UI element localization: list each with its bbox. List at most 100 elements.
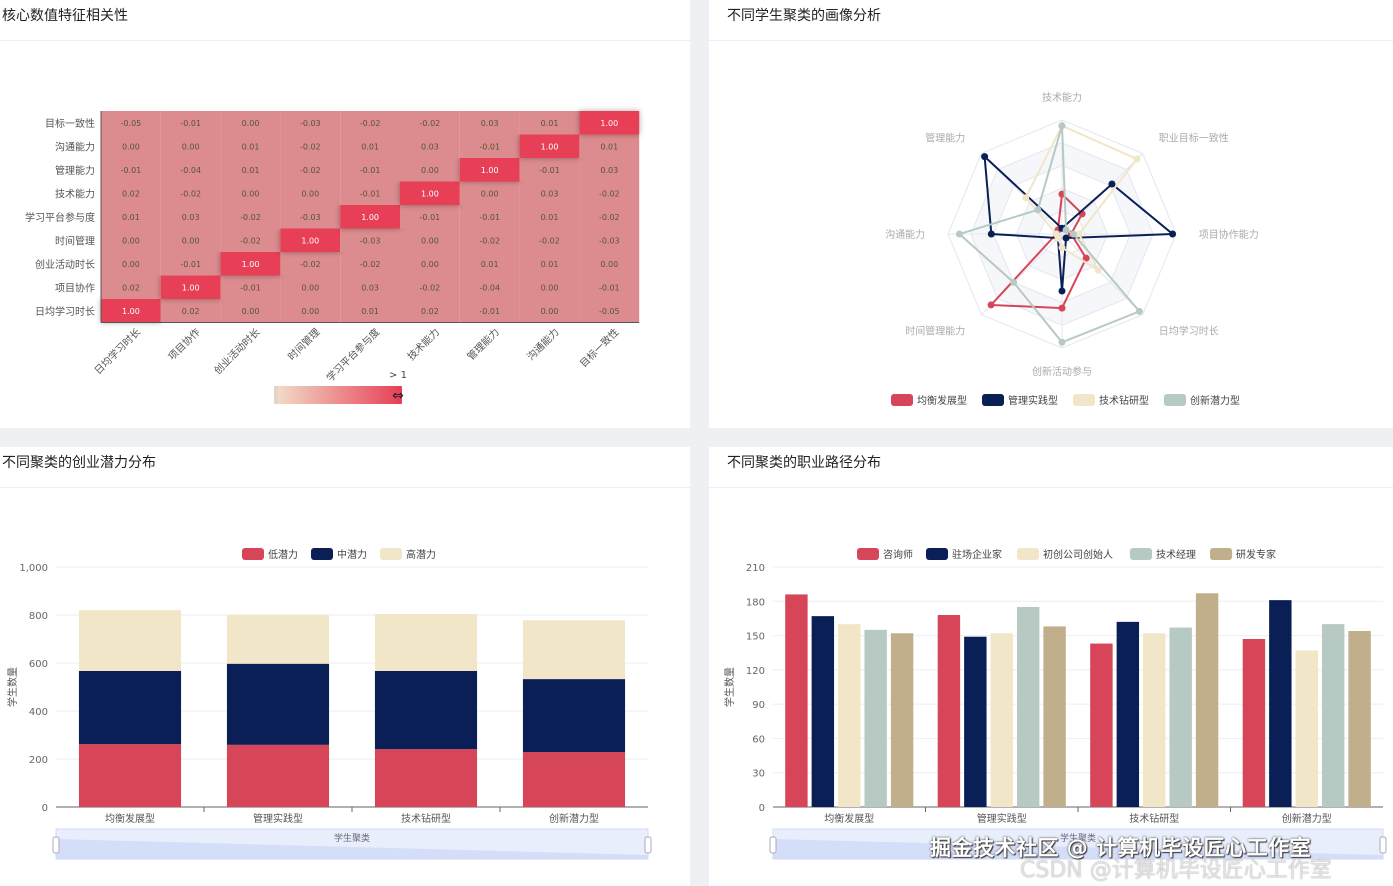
heatmap-cell[interactable]	[160, 181, 221, 206]
heatmap-cell[interactable]	[459, 228, 520, 253]
heatmap-cell[interactable]	[459, 252, 520, 276]
bar-1[interactable]	[1116, 621, 1140, 807]
heatmap-cell[interactable]	[459, 275, 520, 300]
bar-0[interactable]	[785, 594, 808, 807]
heatmap-cell[interactable]	[519, 252, 580, 276]
bar-0[interactable]	[937, 615, 961, 807]
heatmap-cell[interactable]	[101, 111, 161, 135]
legend-swatch[interactable]	[857, 548, 879, 560]
heatmap-cell[interactable]	[340, 181, 400, 206]
bar-1[interactable]	[226, 663, 330, 745]
bar-3[interactable]	[1169, 627, 1192, 807]
bar-0[interactable]	[226, 744, 330, 807]
heatmap-cell[interactable]	[280, 111, 341, 135]
bar-1[interactable]	[522, 679, 626, 753]
bar-4[interactable]	[1043, 626, 1066, 807]
heatmap-cell[interactable]	[101, 252, 161, 276]
heatmap-cell[interactable]	[579, 252, 640, 276]
radar-point[interactable]	[1135, 307, 1143, 315]
heatmap-cell[interactable]	[459, 134, 520, 159]
bar-0[interactable]	[78, 744, 182, 807]
radar-point[interactable]	[1022, 194, 1030, 202]
bar-2[interactable]	[522, 620, 626, 680]
legend-swatch[interactable]	[242, 548, 264, 560]
heatmap-cell[interactable]	[340, 252, 400, 276]
heatmap-cell[interactable]	[400, 205, 460, 229]
radar-point[interactable]	[1075, 230, 1083, 238]
radar-point[interactable]	[955, 230, 963, 238]
heatmap-cell[interactable]	[579, 158, 640, 182]
heatmap-cell[interactable]	[459, 158, 520, 182]
radar-point[interactable]	[1069, 230, 1077, 238]
heatmap-cell[interactable]	[579, 228, 640, 253]
radar-point[interactable]	[1094, 266, 1102, 274]
heatmap-cell[interactable]	[459, 181, 520, 206]
heatmap-cell[interactable]	[101, 158, 161, 182]
heatmap-cell[interactable]	[519, 299, 580, 323]
radar-point[interactable]	[1058, 287, 1066, 295]
heatmap-cell[interactable]	[101, 134, 161, 159]
legend-swatch[interactable]	[380, 548, 402, 560]
radar-point[interactable]	[1058, 338, 1066, 346]
heatmap-cell[interactable]	[280, 205, 341, 229]
heatmap-cell[interactable]	[220, 252, 281, 276]
visual-map-handle-high[interactable]	[398, 386, 402, 404]
radar-point[interactable]	[987, 301, 995, 309]
heatmap-cell[interactable]	[280, 299, 341, 323]
heatmap-cell[interactable]	[519, 158, 580, 182]
bar-1[interactable]	[374, 670, 478, 750]
bar-4[interactable]	[890, 633, 914, 807]
heatmap-cell[interactable]	[101, 228, 161, 253]
radar-point[interactable]	[1082, 254, 1090, 262]
heatmap-cell[interactable]	[160, 228, 221, 253]
heatmap-cell[interactable]	[459, 299, 520, 323]
bar-2[interactable]	[374, 614, 478, 671]
heatmap-cell[interactable]	[579, 111, 640, 135]
heatmap-cell[interactable]	[400, 181, 460, 206]
bar-2[interactable]	[1295, 650, 1318, 807]
radar-legend-swatch[interactable]	[1164, 394, 1186, 406]
bar-4[interactable]	[1195, 593, 1219, 807]
heatmap-cell[interactable]	[400, 111, 460, 135]
heatmap-cell[interactable]	[579, 299, 640, 323]
bar-2[interactable]	[838, 624, 861, 807]
heatmap-cell[interactable]	[101, 205, 161, 229]
heatmap-cell[interactable]	[160, 158, 221, 182]
heatmap-cell[interactable]	[160, 111, 221, 135]
heatmap-cell[interactable]	[400, 158, 460, 182]
heatmap-cell[interactable]	[459, 111, 520, 135]
heatmap-cell[interactable]	[519, 134, 580, 159]
bar-2[interactable]	[1143, 633, 1166, 807]
bar-2[interactable]	[226, 614, 330, 664]
heatmap-cell[interactable]	[280, 228, 341, 253]
radar-point[interactable]	[1062, 226, 1070, 234]
heatmap-cell[interactable]	[280, 181, 341, 206]
bar-1[interactable]	[811, 616, 835, 807]
heatmap-cell[interactable]	[400, 252, 460, 276]
heatmap-cell[interactable]	[280, 252, 341, 276]
heatmap-cell[interactable]	[400, 228, 460, 253]
heatmap-cell[interactable]	[519, 228, 580, 253]
heatmap-cell[interactable]	[340, 275, 400, 300]
radar-point[interactable]	[1108, 180, 1116, 188]
radar-legend-swatch[interactable]	[1073, 394, 1095, 406]
data-zoom-handle-left[interactable]	[769, 836, 777, 854]
legend-swatch[interactable]	[926, 548, 948, 560]
heatmap-cell[interactable]	[459, 205, 520, 229]
heatmap-cell[interactable]	[340, 299, 400, 323]
heatmap-cell[interactable]	[220, 299, 281, 323]
legend-swatch[interactable]	[1017, 548, 1039, 560]
legend-swatch[interactable]	[311, 548, 333, 560]
radar-point[interactable]	[1058, 304, 1066, 312]
heatmap-cell[interactable]	[519, 275, 580, 300]
heatmap-cell[interactable]	[340, 134, 400, 159]
bar-3[interactable]	[1321, 624, 1345, 807]
bar-4[interactable]	[1348, 631, 1371, 807]
heatmap-cell[interactable]	[280, 158, 341, 182]
data-zoom-handle-right[interactable]	[1379, 836, 1387, 854]
heatmap-cell[interactable]	[160, 299, 221, 323]
radar-point[interactable]	[1062, 234, 1070, 242]
heatmap-cell[interactable]	[220, 275, 281, 300]
radar-point[interactable]	[1052, 230, 1060, 238]
legend-swatch[interactable]	[1130, 548, 1152, 560]
